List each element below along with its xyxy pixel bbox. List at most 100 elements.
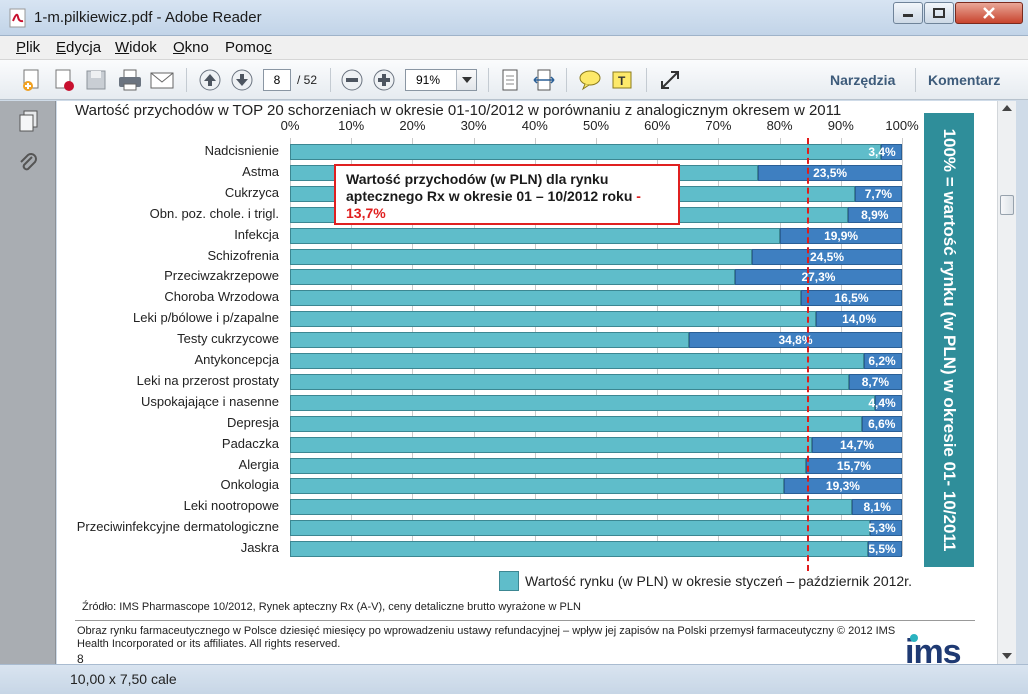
bar-market-2012 [290, 353, 865, 369]
category-label: Leki nootropowe [183, 498, 279, 514]
menu-edycja[interactable]: Edycja [56, 39, 102, 56]
fit-width-button[interactable] [530, 66, 558, 94]
page-size: 10,00 x 7,50 cale [70, 671, 177, 687]
bar-market-2012 [290, 541, 869, 558]
full-screen-button[interactable] [656, 66, 684, 94]
minimize-button[interactable] [893, 2, 923, 24]
callout-value: 13,7% [346, 205, 386, 221]
scroll-up-icon[interactable] [1002, 105, 1012, 111]
category-label: Cukrzyca [224, 184, 279, 200]
callout-dash: - [632, 188, 641, 204]
category-label: Alergia [238, 456, 279, 472]
bar-decline [780, 227, 902, 244]
category-label: Leki p/bólowe i p/zapalne [133, 310, 279, 326]
maximize-icon [933, 8, 945, 18]
category-label: Uspokajające i nasenne [140, 393, 279, 409]
bar-market-2012 [290, 144, 882, 160]
zoom-dropdown-button[interactable] [456, 70, 476, 90]
bar-decline [758, 164, 902, 181]
side-note-box: 100% = wartość rynku (w PLN) w okresie 0… [924, 113, 974, 567]
fit-width-icon [533, 69, 555, 91]
ims-logo-dot [910, 634, 918, 642]
bar-value-label: 19,3% [825, 479, 860, 494]
bar-decline [847, 206, 902, 223]
footer-divider [75, 620, 975, 621]
bar-value-label: 19,9% [824, 228, 859, 243]
highlight-text-icon: T [612, 71, 632, 89]
x-tick-label: 20% [399, 118, 426, 133]
maximize-button[interactable] [924, 2, 954, 24]
menu-okno[interactable]: Okno [173, 39, 209, 56]
save-button[interactable] [82, 66, 110, 94]
zoom-out-button[interactable] [338, 66, 366, 94]
zoom-in-button[interactable] [370, 66, 398, 94]
category-label: Testy cukrzycowe [177, 331, 279, 347]
reference-line [806, 138, 809, 571]
print-button[interactable] [116, 66, 144, 94]
status-bar: 10,00 x 7,50 cale [0, 664, 1028, 694]
zoom-select[interactable]: 91% [405, 69, 477, 91]
combine-pdf-button[interactable] [50, 66, 78, 94]
document-page: Wartość przychodów w TOP 20 schorzeniach… [57, 101, 997, 664]
tools-link[interactable]: Narzędzia [830, 72, 896, 88]
create-pdf-button[interactable] [18, 66, 46, 94]
bar-value-label: 8,9% [861, 207, 889, 222]
bar-decline [868, 541, 902, 558]
next-page-button[interactable] [228, 66, 256, 94]
bar-market-2012 [290, 415, 862, 432]
bar-value-label: 8,7% [861, 374, 890, 389]
highlight-button[interactable]: T [608, 66, 636, 94]
callout-text: Wartość przychodów (w PLN) dla rynku apt… [346, 171, 633, 204]
bar-value-label: 15,7% [836, 458, 871, 473]
scroll-down-icon[interactable] [1002, 653, 1012, 659]
bar-market-2012 [290, 332, 690, 349]
fit-page-button[interactable] [496, 66, 524, 94]
callout-box: Wartość przychodów (w PLN) dla rynku apt… [334, 164, 680, 225]
comment-icon [579, 70, 601, 91]
bar-decline [852, 499, 902, 516]
bar-decline [854, 185, 902, 202]
svg-text:T: T [618, 74, 626, 88]
category-label: Onkologia [220, 477, 279, 493]
minus-icon [341, 69, 363, 91]
vertical-scrollbar[interactable] [997, 101, 1016, 664]
bar-market-2012 [290, 248, 753, 265]
x-tick-label: 40% [521, 118, 548, 133]
side-note-text: 100% = wartość rynku (w PLN) w okresie 0… [940, 128, 959, 552]
bar-value-label: 6,6% [868, 416, 896, 431]
bar-decline [812, 436, 902, 453]
email-button[interactable] [148, 66, 176, 94]
page-number: 8 [77, 652, 84, 664]
category-label: Astma [242, 163, 279, 179]
bar-decline [816, 311, 902, 328]
attachments-icon[interactable] [16, 151, 40, 175]
bar-value-label: 3,4% [868, 145, 896, 159]
bar-market-2012 [290, 478, 784, 495]
category-label: Nadcisnienie [204, 143, 279, 158]
adobe-reader-icon [9, 8, 26, 28]
bar-decline [875, 394, 902, 411]
close-button[interactable] [955, 2, 1023, 24]
arrow-up-icon [199, 69, 221, 91]
menu-widok[interactable]: Widok [115, 39, 157, 56]
bar-decline [869, 520, 902, 537]
pages-icon[interactable] [16, 109, 40, 133]
sticky-note-button[interactable] [576, 66, 604, 94]
previous-page-button[interactable] [196, 66, 224, 94]
scroll-thumb[interactable] [1000, 195, 1014, 215]
source-note: Źródło: IMS Pharmascope 10/2012, Rynek a… [82, 601, 581, 613]
bar-value-label: 5,5% [868, 542, 896, 557]
x-tick-label: 90% [827, 118, 854, 133]
comment-link[interactable]: Komentarz [928, 72, 1001, 88]
menu-pomoc[interactable]: Pomoc [225, 39, 272, 56]
bar-value-label: 4,4% [868, 395, 896, 410]
bar-market-2012 [290, 373, 849, 390]
fit-page-icon [502, 69, 518, 91]
bar-market-2012 [290, 499, 853, 516]
menu-plik[interactable]: Plik [16, 39, 41, 56]
legend-label: Wartość rynku (w PLN) w okresie styczeń … [525, 573, 912, 589]
minimize-icon [903, 14, 913, 17]
x-tick-label: 50% [582, 118, 610, 133]
title-bar: 1-m.pilkiewicz.pdf - Adobe Reader [0, 0, 1028, 36]
page-number-input[interactable]: 8 [263, 69, 291, 91]
